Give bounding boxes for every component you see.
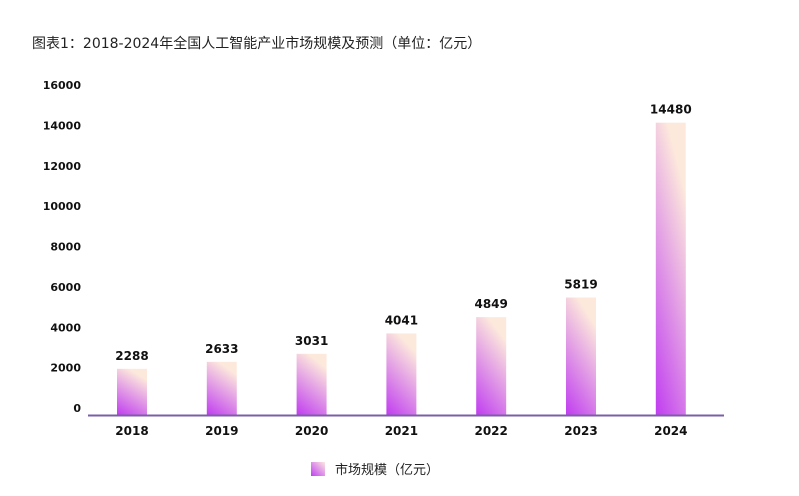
bar — [386, 333, 417, 415]
x-tick-label: 2022 — [474, 424, 507, 438]
x-tick-label: 2023 — [564, 424, 597, 438]
y-tick-label: 14000 — [43, 119, 82, 132]
x-tick-label: 2019 — [205, 424, 238, 438]
chart-title: 图表1：2018-2024年全国人工智能产业市场规模及预测（单位：亿元） — [32, 36, 482, 52]
data-label: 5819 — [564, 278, 597, 292]
bar — [566, 297, 596, 415]
legend-label: 市场规模（亿元） — [335, 463, 440, 478]
bar — [206, 361, 237, 415]
bar — [296, 353, 327, 415]
y-tick-label: 4000 — [50, 321, 81, 334]
x-tick-label: 2021 — [385, 424, 418, 438]
y-tick-label: 2000 — [50, 362, 81, 375]
y-tick-label: 10000 — [43, 200, 82, 213]
bar — [476, 317, 507, 415]
data-label: 4041 — [385, 313, 418, 327]
x-tick-label: 2018 — [115, 424, 148, 438]
y-tick-label: 8000 — [50, 241, 81, 254]
data-label: 3031 — [295, 334, 328, 348]
y-tick-label: 6000 — [50, 281, 81, 294]
x-tick-label: 2024 — [654, 424, 687, 438]
bar — [117, 368, 147, 415]
bar — [655, 122, 686, 415]
legend-swatch — [311, 461, 325, 476]
data-label: 14480 — [650, 103, 692, 117]
y-tick-label: 12000 — [43, 160, 82, 173]
x-tick-label: 2020 — [295, 424, 328, 438]
y-tick-label: 16000 — [43, 79, 82, 92]
data-label: 4849 — [474, 297, 507, 311]
data-label: 2288 — [115, 349, 148, 363]
legend: 市场规模（亿元） — [311, 459, 439, 478]
data-label: 2633 — [205, 342, 238, 356]
y-tick-label: 0 — [73, 402, 81, 415]
